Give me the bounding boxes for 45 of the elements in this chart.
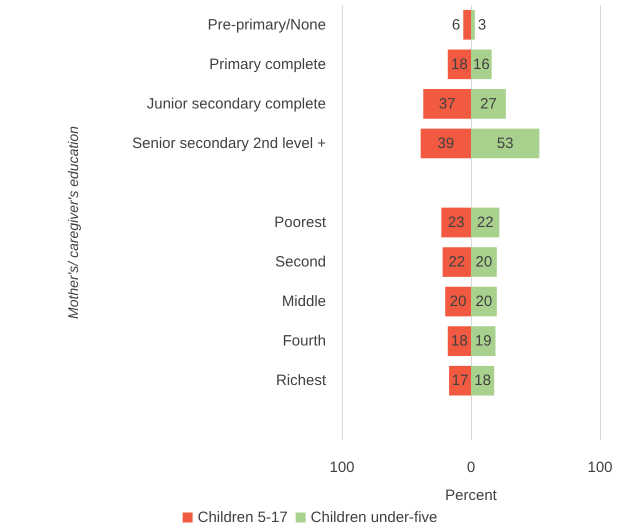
data-label: 22 [448,254,466,271]
data-label: 16 [472,56,490,73]
data-label: 20 [476,293,492,310]
data-label: 17 [452,372,468,390]
data-label: 20 [450,293,466,310]
bar [449,366,471,396]
y-tick-label: Fourth [282,332,326,350]
y-axis-title: Mother's/ caregiver's education [65,126,81,319]
bar [420,128,471,158]
data-label: 27 [480,95,497,112]
y-tick-label: Senior secondary 2nd level + [132,134,326,152]
bar [471,247,497,277]
y-tick-label: Second [275,254,326,271]
data-label: 18 [451,332,468,350]
data-label: 18 [474,372,491,390]
y-tick-label: Junior secondary complete [146,95,326,112]
bar [471,89,506,119]
data-label: 53 [496,134,514,152]
data-label: 23 [448,214,465,231]
y-tick-label: Primary complete [209,56,326,73]
y-tick-label: Pre-primary/None [208,16,326,34]
data-label: 6 [452,16,460,34]
bar [471,10,475,40]
x-axis-title: Percent [445,487,498,504]
data-label: 20 [476,254,492,271]
x-tick-label: 100 [587,459,613,476]
x-tick-label: 0 [466,459,476,476]
legend-label: Children under-five [310,509,438,526]
bar [463,10,471,40]
legend-label: Children 5-17 [198,509,288,526]
bar [442,247,471,277]
data-label: 39 [438,134,454,152]
data-label: 3 [478,16,486,34]
data-label: 37 [438,95,456,112]
data-label: 22 [476,214,494,231]
y-tick-label: Poorest [274,214,327,231]
bar [471,128,540,158]
x-tick-label: 100 [329,459,355,476]
y-tick-label: Middle [282,293,326,310]
data-label: 18 [451,56,468,73]
data-label: 19 [474,332,492,350]
bar [423,89,471,119]
bar [471,208,500,238]
y-tick-label: Richest [276,372,327,390]
bar [441,208,471,238]
